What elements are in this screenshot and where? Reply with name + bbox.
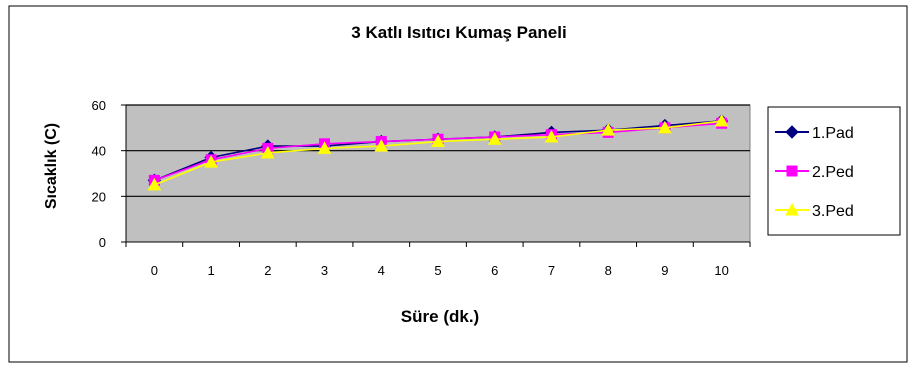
series-3-point	[658, 120, 672, 134]
x-tick-label: 5	[434, 263, 441, 278]
x-tick-label: 0	[151, 263, 158, 278]
legend-item-1: 1.Pad	[775, 125, 854, 142]
x-tick-label: 6	[491, 263, 498, 278]
x-tick-label: 2	[264, 263, 271, 278]
x-tick-label: 4	[378, 263, 385, 278]
series-3-point	[544, 129, 559, 143]
series-3-point	[147, 177, 162, 191]
x-tick-label: 7	[548, 263, 555, 278]
y-tick-label: 40	[92, 144, 106, 159]
series-layer	[147, 113, 729, 191]
y-tick-label: 60	[92, 98, 106, 113]
series-3-point	[714, 113, 729, 127]
chart-title: 3 Katlı Isıtıcı Kumaş Paneli	[351, 23, 566, 42]
legend-marker	[785, 125, 799, 139]
legend-item-3: 3.Ped	[775, 202, 854, 220]
y-tick-label: 20	[92, 189, 106, 204]
series-3	[147, 113, 729, 191]
series-3-point	[260, 145, 275, 159]
legend-item-2: 2.Ped	[775, 164, 854, 181]
axes: 0 20 40 60 0 1 2 3 4 5 6 7 8 9 10	[92, 98, 751, 278]
series-3-point	[431, 134, 445, 148]
series-3-point	[317, 141, 332, 154]
legend: 1.Pad 2.Ped 3.Ped	[767, 106, 901, 236]
legend-label: 3.Ped	[812, 203, 854, 220]
x-axis-label: Süre (dk.)	[401, 307, 479, 326]
series-3-point	[374, 139, 389, 152]
series-3-point	[487, 132, 502, 145]
y-tick-label: 0	[99, 235, 106, 250]
legend-marker	[785, 202, 799, 216]
y-axis-label: Sıcaklık (C)	[43, 123, 60, 209]
legend-marker	[786, 165, 798, 177]
series-3-point	[601, 123, 616, 136]
x-tick-label: 9	[661, 263, 668, 278]
series-3-point	[204, 155, 218, 168]
legend-label: 1.Pad	[812, 125, 854, 142]
x-tick-label: 8	[605, 263, 612, 278]
x-tick-label: 1	[207, 263, 214, 278]
legend-label: 2.Ped	[812, 164, 854, 181]
grid-lines	[126, 104, 750, 197]
x-tick-label: 3	[321, 263, 328, 278]
x-tick-label: 10	[714, 263, 728, 278]
